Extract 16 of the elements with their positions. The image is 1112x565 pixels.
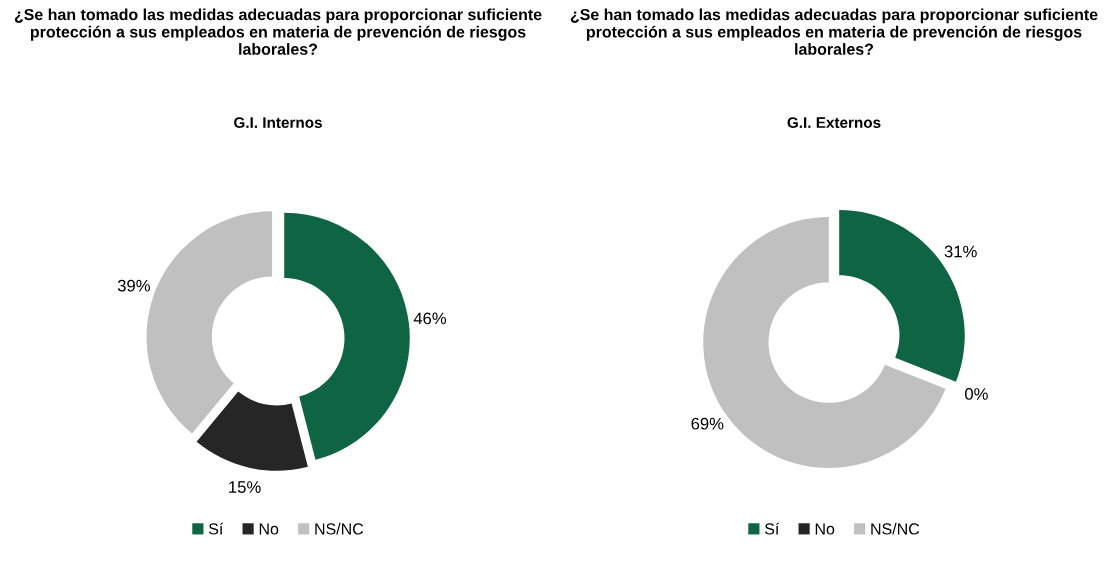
data-label: 69%: [691, 417, 724, 430]
chart-title: ¿Se han tomado las medidas adecuadas para proporcionar suficiente protección a sus empleados en materia de prevención de riesgos laborales?: [570, 8, 1098, 55]
data-label: 39%: [117, 279, 150, 292]
legend-label: NS/NC: [315, 522, 364, 535]
text: 0%: [965, 388, 988, 400]
legend-label: Sí: [764, 522, 780, 535]
legend-label: Sí: [208, 522, 224, 535]
data-label: 46%: [413, 312, 447, 325]
chart-subtitle: G.I. Externos: [787, 117, 881, 128]
legend-label: No: [259, 523, 279, 535]
data-label: 15%: [229, 481, 261, 493]
chart-title: ¿Se han tomado las medidas adecuadas para proporcionar suficiente protección a sus empleados en materia de prevención de riesgos laborales?: [14, 8, 542, 55]
chart-subtitle: G.I. Internos: [234, 117, 322, 128]
legend-label: No: [815, 523, 835, 535]
legend-label: NS/NC: [871, 522, 920, 535]
data-label: 31%: [944, 245, 977, 258]
